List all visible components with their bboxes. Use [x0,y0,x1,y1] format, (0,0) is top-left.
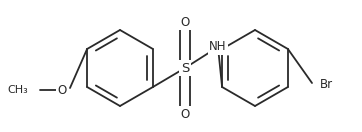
Text: O: O [180,107,190,121]
Text: Br: Br [320,79,333,91]
Text: S: S [181,62,189,74]
Text: CH₃: CH₃ [7,85,28,95]
Text: O: O [180,15,190,29]
Text: NH: NH [209,41,227,53]
Text: O: O [57,84,67,96]
